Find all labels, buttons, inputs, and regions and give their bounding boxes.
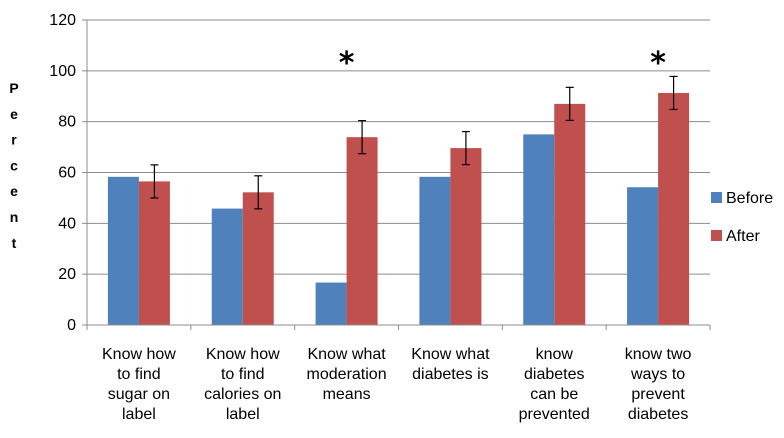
category-label: know diabetes can be prevented [519,346,590,423]
legend-swatch-after [711,230,722,241]
bar-after [450,148,482,325]
category-label: Know what moderation means [307,346,387,403]
y-tick-label: 60 [58,165,76,182]
y-tick-label: 100 [49,63,76,80]
y-tick-label: 80 [58,114,76,131]
category-label: know two ways to prevent diabetes [625,346,692,423]
y-tick-label: 120 [49,12,76,29]
bar-after [554,103,586,325]
bar-after [138,181,170,325]
bar-before [211,208,243,325]
bar-before [419,176,451,325]
significance-marks: * * [339,46,666,81]
significance-star: * [650,46,666,81]
x-category-labels: Know how to find sugar on label Know how to f… [102,346,692,423]
bar-before [315,282,347,325]
legend-swatch-before [711,192,722,203]
legend-label-after: After [726,228,760,245]
bar-before [627,187,659,325]
bar-before [107,176,139,325]
bar-after [658,92,690,325]
bar-after [242,192,274,325]
y-tick-labels: 0 20 40 60 80 100 120 [49,12,76,334]
category-label: Know what diabetes is [411,346,490,383]
bar-before [523,134,555,325]
gridlines [87,19,710,275]
y-tick-label: 40 [58,215,76,232]
category-label: Know how to find sugar on label [102,346,176,423]
legend: Before After [711,190,773,245]
category-label: Know how to find calories on label [204,346,281,423]
bars [107,92,690,325]
y-tick-label: 20 [58,266,76,283]
axes [82,19,711,330]
bar-after [346,137,378,325]
legend-label-before: Before [726,190,773,207]
y-tick-label: 0 [67,317,76,334]
error-bars [150,75,678,210]
significance-star: * [339,46,355,81]
